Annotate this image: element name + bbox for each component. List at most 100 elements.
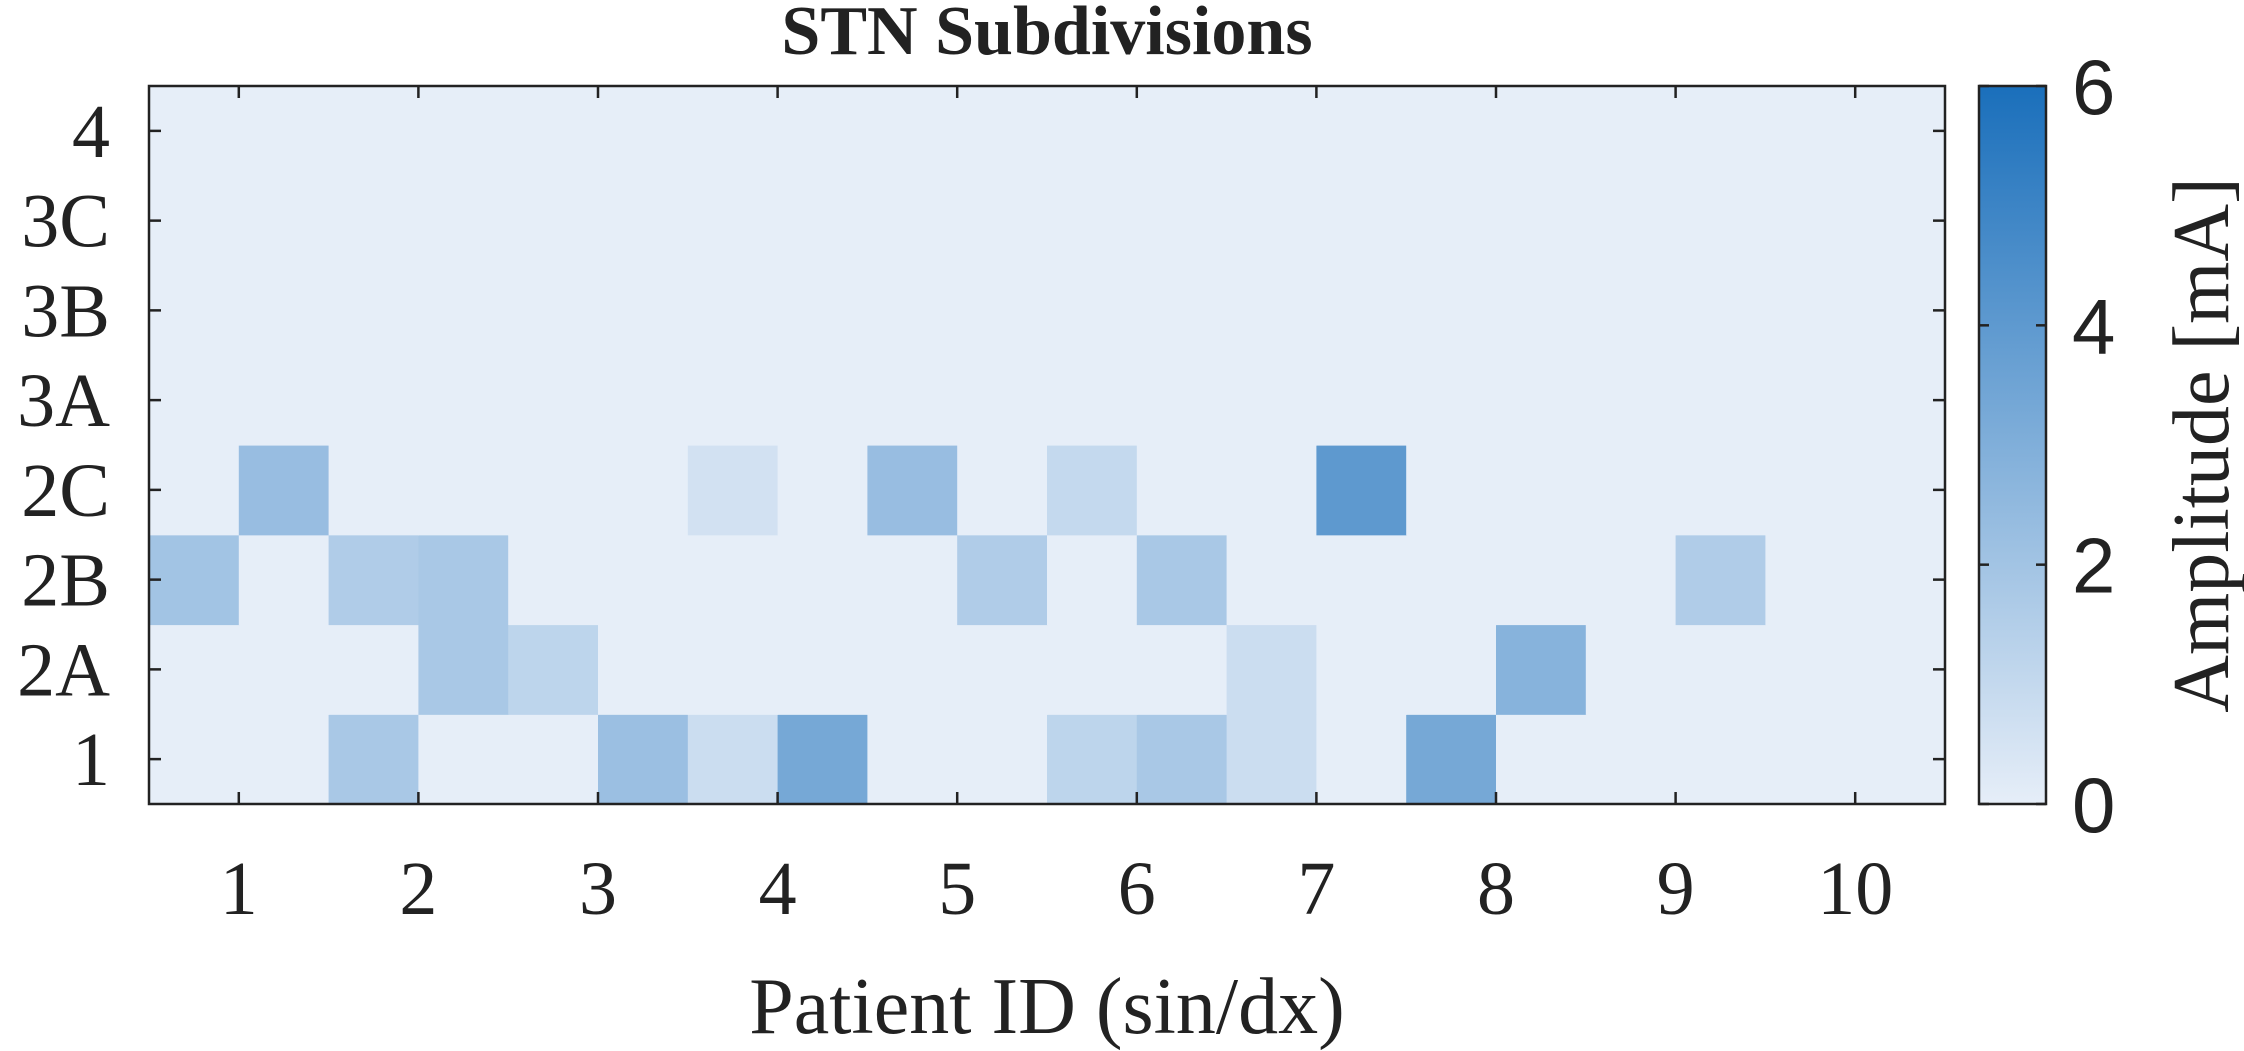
- heatmap-cell: [1675, 445, 1766, 536]
- heatmap-cell: [1406, 86, 1497, 177]
- heatmap-cell: [867, 534, 958, 626]
- heatmap-cell: [1226, 714, 1317, 805]
- heatmap-cell: [1765, 175, 1856, 267]
- heatmap-cell: [957, 624, 1048, 715]
- heatmap-cell: [149, 175, 240, 267]
- heatmap-cell: [598, 534, 689, 626]
- heatmap-cell: [1316, 265, 1407, 356]
- heatmap-cell: [149, 265, 240, 356]
- heatmap-cell: [598, 624, 689, 715]
- heatmap-cell: [1585, 624, 1677, 715]
- heatmap-cell: [1496, 445, 1587, 536]
- heatmap-cell: [1675, 714, 1766, 805]
- heatmap-cell: [418, 445, 509, 536]
- heatmap-cell: [777, 714, 868, 805]
- heatmap-cell: [687, 714, 779, 805]
- heatmap-cell: [777, 175, 868, 267]
- heatmap-cell: [867, 445, 958, 536]
- heatmap-cell: [1316, 86, 1407, 177]
- heatmap-cell: [1136, 175, 1228, 267]
- heatmap-cell: [1496, 265, 1587, 356]
- heatmap-cell: [1855, 445, 1946, 536]
- heatmap-cell: [1226, 175, 1317, 267]
- heatmap-cell: [1675, 624, 1766, 715]
- heatmap-cell: [1855, 265, 1946, 356]
- heatmap-cell: [1675, 534, 1766, 626]
- y-tick-label: 3C: [21, 180, 110, 264]
- heatmap-cell: [1406, 175, 1497, 267]
- chart-title: STN Subdivisions: [781, 0, 1312, 70]
- heatmap-cell: [149, 624, 240, 715]
- y-tick-label: 3B: [21, 269, 110, 353]
- heatmap-cell: [777, 86, 868, 177]
- x-tick-label: 10: [1817, 847, 1893, 931]
- heatmap-cell: [867, 714, 958, 805]
- heatmap-cell: [1406, 265, 1497, 356]
- heatmap-cell: [238, 445, 330, 536]
- heatmap-cell: [957, 265, 1048, 356]
- heatmap-cell: [1226, 624, 1317, 715]
- heatmap-cell: [1765, 86, 1856, 177]
- heatmap-cell: [957, 86, 1048, 177]
- x-tick-label: 9: [1657, 847, 1695, 931]
- heatmap-cell: [1226, 265, 1317, 356]
- heatmap-cell: [328, 445, 419, 536]
- heatmap-cell: [238, 86, 330, 177]
- heatmap-cell: [1585, 534, 1677, 626]
- x-tick-label: 1: [220, 847, 258, 931]
- heatmap-cell: [328, 624, 419, 715]
- heatmap-cell: [1765, 534, 1856, 626]
- heatmap-cell: [1765, 355, 1856, 446]
- heatmap-cell: [1765, 265, 1856, 356]
- heatmap-cell: [1585, 714, 1677, 805]
- heatmap-cell: [598, 714, 689, 805]
- heatmap-cell: [1136, 86, 1228, 177]
- heatmap-cell: [1585, 265, 1677, 356]
- heatmap-cell: [1585, 355, 1677, 446]
- heatmap-cell: [957, 714, 1048, 805]
- heatmap-cell: [1855, 355, 1946, 446]
- heatmap-cell: [777, 534, 868, 626]
- heatmap-cell: [1855, 624, 1946, 715]
- heatmap-cell: [1406, 355, 1497, 446]
- heatmap-cell: [508, 534, 599, 626]
- x-tick-label: 4: [759, 847, 797, 931]
- colorbar-tick-label: 0: [2072, 761, 2115, 849]
- heatmap-cell: [957, 534, 1048, 626]
- heatmap-cell: [687, 534, 779, 626]
- colorbar: [1977, 84, 2048, 806]
- heatmap-cell: [508, 86, 599, 177]
- heatmap-cell: [1585, 86, 1677, 177]
- heatmap-cell: [1047, 714, 1138, 805]
- heatmap-cell: [1316, 534, 1407, 626]
- heatmap-cell: [777, 445, 868, 536]
- heatmap-cell: [418, 534, 509, 626]
- heatmap-cell: [1855, 714, 1946, 805]
- heatmap-cells: [149, 86, 1946, 805]
- heatmap-cell: [1316, 714, 1407, 805]
- heatmap-cell: [687, 624, 779, 715]
- y-tick-label: 2C: [21, 449, 110, 533]
- heatmap-cell: [508, 175, 599, 267]
- x-axis-label: Patient ID (sin/dx): [749, 963, 1344, 1051]
- heatmap-cell: [1226, 355, 1317, 446]
- heatmap-cell: [328, 86, 419, 177]
- x-tick-label: 7: [1297, 847, 1335, 931]
- heatmap-cell: [777, 624, 868, 715]
- heatmap-cell: [149, 86, 240, 177]
- heatmap-cell: [238, 265, 330, 356]
- x-axis: 1 2 3 4 5 6 7 8 9 10: [220, 86, 1893, 931]
- x-tick-label: 5: [938, 847, 976, 931]
- heatmap-cell: [238, 175, 330, 267]
- y-tick-label: 1: [72, 718, 110, 802]
- heatmap-cell: [1675, 86, 1766, 177]
- heatmap-cell: [1496, 355, 1587, 446]
- heatmap-cell: [1855, 86, 1946, 177]
- heatmap-cell: [418, 714, 509, 805]
- heatmap-cell: [1047, 624, 1138, 715]
- heatmap-cell: [1047, 175, 1138, 267]
- heatmap-cell: [508, 265, 599, 356]
- heatmap-cell: [149, 714, 240, 805]
